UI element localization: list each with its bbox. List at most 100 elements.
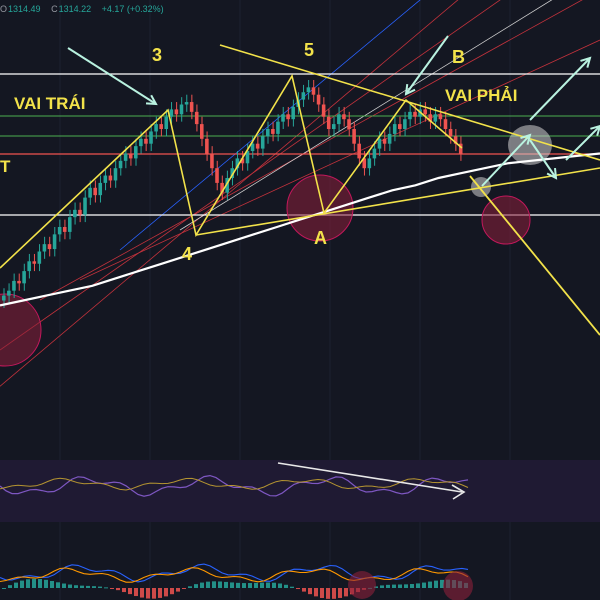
macd-line — [0, 563, 469, 583]
label-wave-a: A — [314, 228, 327, 248]
arrow-up-target-head — [580, 56, 592, 68]
macd-bar — [416, 583, 420, 588]
candle-body — [27, 261, 31, 272]
candle-body — [458, 143, 463, 154]
candle-body — [230, 168, 235, 178]
candle-body — [159, 124, 163, 129]
candle-body — [255, 143, 260, 149]
candle-body — [144, 138, 148, 144]
candle-body — [215, 168, 219, 183]
macd-bar — [314, 588, 318, 597]
trend-channel — [0, 0, 600, 387]
candle-body — [189, 102, 194, 112]
arrow-left-shoulder-head — [145, 94, 158, 106]
channel-line — [79, 39, 600, 281]
macd-bar — [62, 583, 66, 588]
candle-body — [22, 271, 26, 284]
macd-bar — [290, 586, 294, 588]
macd-bar — [434, 580, 438, 588]
label-vai-trai: VAI TRÁI — [14, 94, 85, 113]
macd-highlight-circle — [443, 571, 473, 600]
highlight-circles — [0, 125, 552, 367]
candle-body — [326, 116, 331, 129]
arrow-up-edge — [565, 125, 600, 161]
candle-body — [291, 106, 295, 120]
candle-body — [337, 114, 341, 125]
macd-bar — [80, 585, 84, 588]
macd-bar — [278, 583, 282, 588]
macd-bar — [200, 582, 204, 588]
wave-zigzag — [0, 44, 600, 336]
macd-bar — [146, 588, 150, 599]
macd-bar — [128, 588, 132, 595]
macd-bar — [242, 583, 246, 588]
candle-body — [443, 119, 448, 129]
macd-bar — [236, 582, 240, 588]
candle-body — [311, 87, 316, 95]
candle-body — [260, 136, 265, 149]
candle-body — [398, 124, 402, 129]
candle-body — [62, 227, 67, 232]
macd-bar — [140, 588, 144, 598]
candle-body — [266, 129, 270, 137]
rsi-lines — [0, 462, 469, 500]
macd-bar — [284, 584, 288, 588]
candle-body — [377, 138, 382, 149]
macd-panel — [0, 563, 473, 600]
macd-bar — [422, 582, 426, 588]
macd-bar — [260, 582, 264, 588]
macd-bar — [344, 588, 348, 597]
arrow-bounce-head — [520, 133, 532, 145]
candle-body — [164, 116, 169, 129]
arrow-drop — [529, 139, 557, 179]
candle-body — [438, 114, 443, 120]
candle-body — [210, 153, 214, 169]
rsi-divergence-arrow — [277, 462, 463, 493]
breakdown-target-line — [469, 175, 600, 336]
wave-path — [0, 73, 463, 269]
neckline — [195, 167, 600, 236]
candle-body — [47, 244, 52, 250]
candle-body — [78, 209, 82, 215]
macd-bar — [134, 588, 138, 597]
macd-bar — [116, 588, 120, 591]
macd-bar — [230, 582, 234, 588]
candle-body — [225, 178, 229, 193]
arrow-b-head — [404, 83, 416, 96]
candle-body — [408, 111, 412, 120]
candle-body — [169, 109, 174, 117]
arrow-bounce — [481, 134, 531, 187]
macd-bar — [110, 588, 114, 589]
highlight-circle — [0, 293, 42, 367]
candle-body — [68, 217, 72, 232]
macd-bar — [440, 579, 444, 588]
candle-body — [321, 104, 326, 117]
ohlc-change: +4.17 (+0.32%) — [101, 4, 164, 14]
macd-bar — [20, 580, 24, 588]
macd-bar — [32, 578, 36, 588]
macd-bar — [266, 582, 270, 588]
candle-body — [113, 168, 118, 181]
rsi-divergence-head — [451, 484, 466, 500]
macd-bar — [386, 584, 390, 588]
macd-bar — [398, 584, 402, 588]
macd-bar — [392, 584, 396, 588]
macd-bar — [68, 584, 72, 588]
candle-body — [423, 109, 427, 115]
macd-bar — [404, 584, 408, 588]
candle-body — [139, 138, 143, 147]
candle-body — [306, 87, 311, 93]
macd-bar — [152, 588, 156, 599]
candle-body — [200, 124, 204, 139]
candle-body — [428, 114, 433, 122]
candle-body — [372, 148, 377, 159]
moving-average-line — [0, 152, 600, 307]
arrow-up-edge-head — [590, 124, 600, 136]
candle-body — [57, 227, 62, 235]
candle-body — [108, 175, 113, 181]
label-wave-b: B — [452, 47, 465, 67]
macd-bar — [14, 582, 18, 588]
macd-bar — [194, 584, 198, 588]
macd-bar — [176, 588, 180, 592]
